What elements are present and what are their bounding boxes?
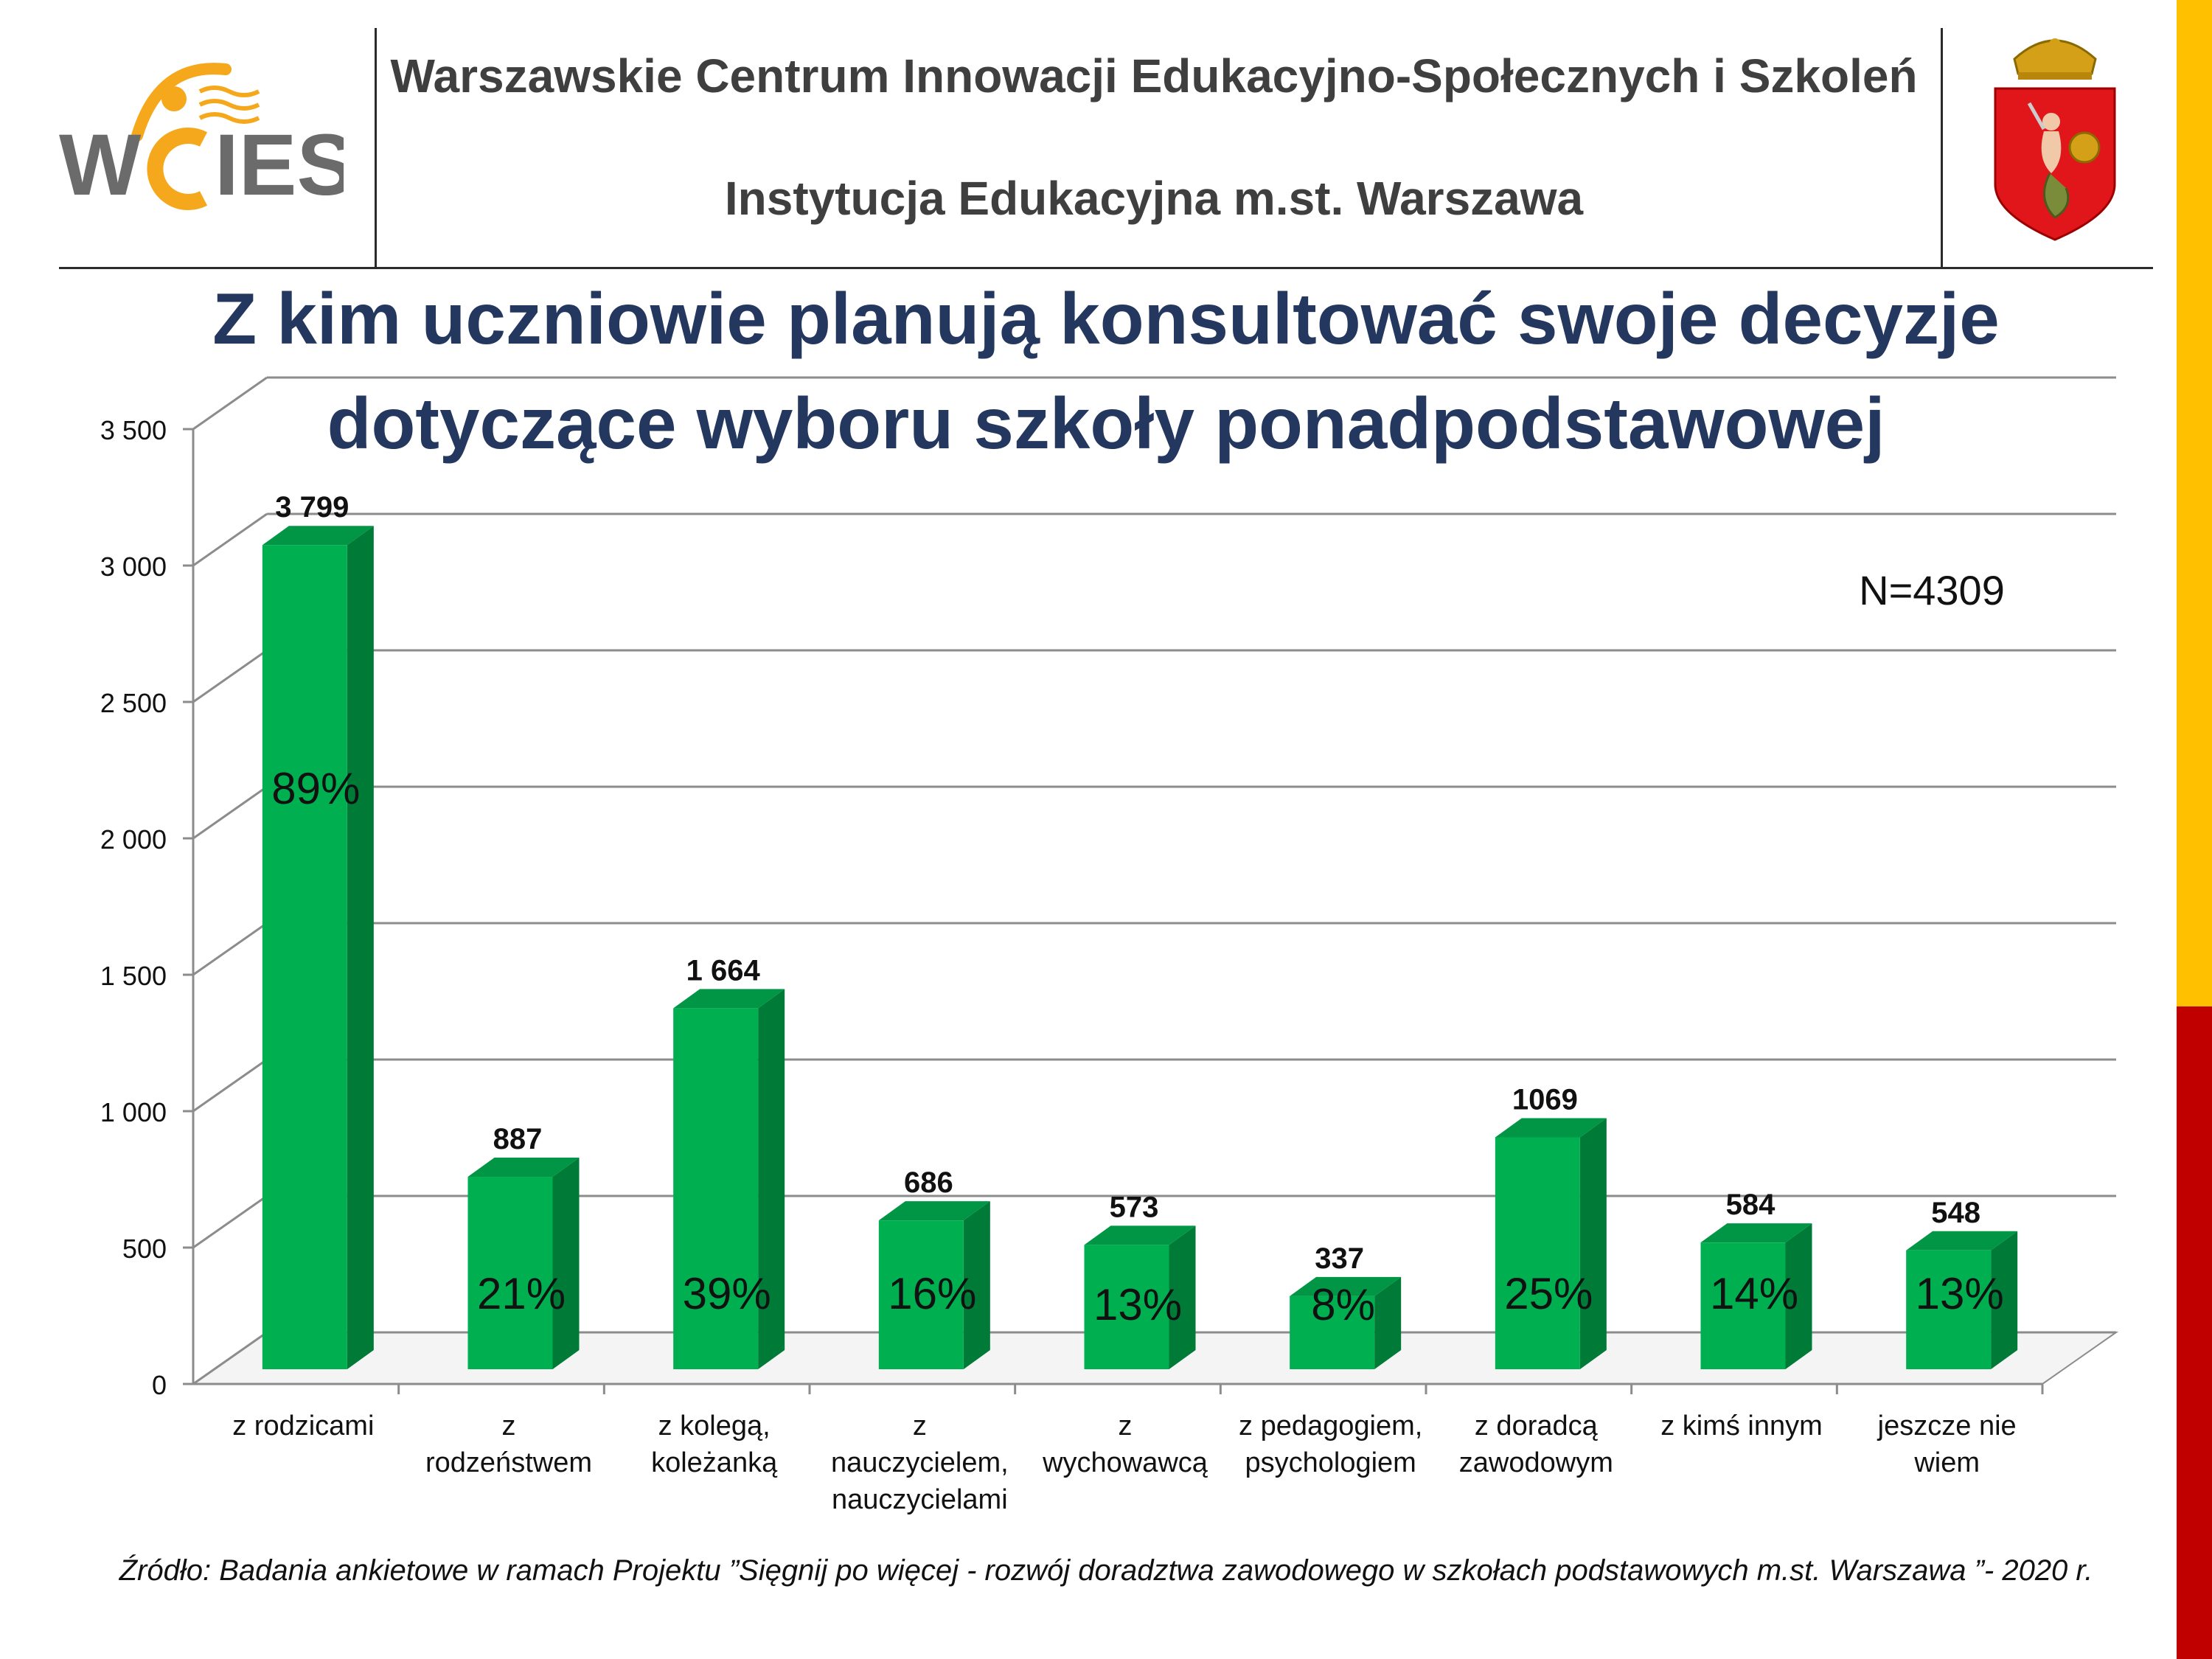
percent-label: 89% xyxy=(271,764,360,813)
wcies-logo: W IES xyxy=(56,47,355,224)
percent-label: 16% xyxy=(888,1269,976,1318)
x-tick-label: z xyxy=(913,1411,927,1441)
x-tick-label: psychologiem xyxy=(1245,1447,1416,1478)
bar-side xyxy=(1169,1225,1196,1369)
y-tick-label: 500 xyxy=(122,1234,167,1264)
bar xyxy=(673,1008,759,1369)
header-rule xyxy=(59,267,2153,269)
gridline-diagonal xyxy=(192,649,268,703)
gridline-diagonal xyxy=(192,1194,268,1249)
x-tick-label: wychowawcą xyxy=(1042,1447,1208,1478)
bar xyxy=(1906,1250,1992,1369)
data-label: 548 xyxy=(1931,1197,1980,1229)
x-tick-label: z xyxy=(1119,1411,1133,1441)
percent-label: 14% xyxy=(1710,1269,1798,1318)
gridline-diagonal xyxy=(192,785,268,840)
bar xyxy=(1495,1137,1580,1369)
bar-top xyxy=(1084,1225,1196,1245)
bar-side xyxy=(1374,1276,1402,1369)
data-label: 887 xyxy=(493,1123,543,1155)
x-tick-label: z xyxy=(502,1411,516,1441)
data-label: 584 xyxy=(1726,1189,1775,1221)
org-name: Warszawskie Centrum Innowacji Edukacyjno… xyxy=(390,49,1918,102)
bar xyxy=(878,1220,964,1369)
percent-label: 21% xyxy=(477,1269,566,1318)
svg-text:W: W xyxy=(59,116,142,214)
bar-top xyxy=(1495,1118,1607,1138)
y-tick-label: 2 000 xyxy=(100,824,167,855)
x-tick-label: z doradcą xyxy=(1475,1411,1599,1441)
bar-top xyxy=(467,1158,580,1178)
bar-side xyxy=(1579,1118,1607,1369)
chart-title-line2: dotyczące wyboru szkoły ponadpodstawowej xyxy=(327,383,1885,464)
data-label: 337 xyxy=(1315,1242,1364,1275)
data-label: 686 xyxy=(904,1166,953,1199)
x-tick-label: nauczycielem, xyxy=(831,1447,1009,1478)
percent-label: 39% xyxy=(683,1269,771,1318)
bar-top xyxy=(1906,1231,2018,1251)
sample-size-label: N=4309 xyxy=(1859,567,2005,613)
source-note: Źródło: Badania ankietowe w ramach Proje… xyxy=(119,1554,2093,1587)
bar-side xyxy=(758,989,785,1369)
gridline-diagonal xyxy=(192,1331,268,1385)
data-label: 1069 xyxy=(1512,1083,1578,1116)
logo-text: IES xyxy=(215,116,344,214)
y-tick-label: 2 500 xyxy=(100,688,167,718)
bar xyxy=(467,1177,553,1369)
x-tick-label: rodzeństwem xyxy=(425,1447,592,1478)
bar-top xyxy=(1290,1276,1402,1296)
bar-side xyxy=(347,526,374,1369)
header-divider-left xyxy=(375,28,377,268)
bar xyxy=(1700,1242,1786,1369)
data-label: 1 664 xyxy=(686,954,761,987)
percent-label: 13% xyxy=(1916,1269,2004,1318)
gridline-diagonal xyxy=(192,922,268,976)
percent-label: 8% xyxy=(1311,1280,1375,1329)
side-accent-yellow xyxy=(2177,0,2212,1006)
data-label: 3 799 xyxy=(275,491,349,524)
bar-top xyxy=(878,1201,990,1221)
x-tick-label: koleżanką xyxy=(651,1447,778,1478)
bar-side xyxy=(1991,1231,2018,1369)
bar xyxy=(262,545,347,1369)
y-tick-label: 1 000 xyxy=(100,1097,167,1127)
y-tick-label: 3 000 xyxy=(100,552,167,582)
bar xyxy=(1290,1295,1375,1369)
x-tick-label: z rodzicami xyxy=(232,1411,374,1441)
bar-top xyxy=(262,526,374,546)
y-tick-label: 1 500 xyxy=(100,961,167,991)
side-accent-red xyxy=(2177,1006,2212,1659)
y-tick-label: 0 xyxy=(152,1370,167,1400)
bar-side xyxy=(552,1158,580,1369)
data-label: 573 xyxy=(1110,1191,1159,1223)
x-tick-label: zawodowym xyxy=(1459,1447,1613,1478)
gridline-diagonal xyxy=(192,376,268,431)
x-tick-label: z pedagogiem, xyxy=(1239,1411,1422,1441)
x-tick-label: z kimś innym xyxy=(1660,1411,1823,1441)
header-divider-right xyxy=(1941,28,1943,268)
x-tick-label: wiem xyxy=(1913,1447,1980,1478)
warsaw-coat-of-arms-icon xyxy=(1985,29,2125,243)
percent-label: 13% xyxy=(1093,1280,1182,1329)
percent-label: 25% xyxy=(1504,1269,1593,1318)
bar-top xyxy=(673,989,785,1009)
bar-side xyxy=(963,1201,990,1369)
gridline-diagonal xyxy=(192,512,268,567)
x-tick-label: nauczycielami xyxy=(832,1484,1008,1515)
bar xyxy=(1084,1245,1169,1369)
x-tick-label: jeszcze nie xyxy=(1877,1411,2017,1441)
x-tick-label: z kolegą, xyxy=(658,1411,771,1441)
chart-title-line1: Z kim uczniowie planują konsultować swoj… xyxy=(212,278,2000,359)
y-tick-label: 3 500 xyxy=(100,415,167,445)
bar-top xyxy=(1700,1223,1812,1243)
gridline-diagonal xyxy=(192,1058,268,1113)
org-subtitle: Instytucja Edukacyjna m.st. Warszawa xyxy=(724,172,1584,225)
bar-side xyxy=(1785,1223,1812,1369)
